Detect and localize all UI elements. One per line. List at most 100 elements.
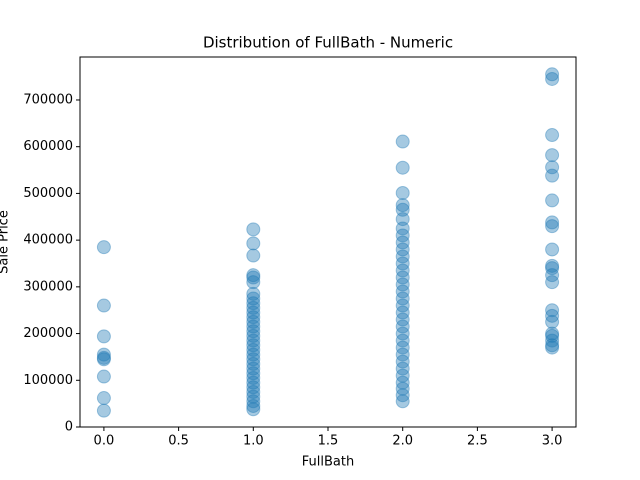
- point: [395, 202, 410, 217]
- point: [545, 303, 560, 318]
- point: [246, 291, 261, 306]
- plot-frame: [79, 56, 577, 428]
- point: [395, 277, 410, 292]
- point: [545, 308, 560, 323]
- x-tick-label: 2.0: [392, 434, 413, 449]
- point: [246, 300, 261, 315]
- point: [545, 328, 560, 343]
- point: [246, 236, 261, 251]
- point: [246, 275, 261, 290]
- point: [246, 333, 261, 348]
- point: [395, 270, 410, 285]
- point: [395, 185, 410, 200]
- y-tick-label: 700000: [23, 92, 73, 107]
- y-tick-label: 200000: [23, 326, 73, 341]
- point: [246, 366, 261, 381]
- point: [96, 403, 111, 418]
- point: [395, 361, 410, 376]
- point: [395, 381, 410, 396]
- x-tick-label: 0.0: [94, 434, 115, 449]
- x-tick-label: 1.0: [243, 434, 264, 449]
- point: [545, 67, 560, 82]
- y-tick-label: 500000: [23, 186, 73, 201]
- point: [246, 268, 261, 283]
- point: [395, 319, 410, 334]
- point: [395, 242, 410, 257]
- point: [395, 160, 410, 175]
- point: [96, 391, 111, 406]
- point: [246, 375, 261, 390]
- point: [545, 261, 560, 276]
- point: [246, 389, 261, 404]
- point: [246, 402, 261, 417]
- point: [246, 342, 261, 357]
- point: [246, 286, 261, 301]
- point: [395, 347, 410, 362]
- point: [545, 168, 560, 183]
- point: [395, 298, 410, 313]
- y-tick-label: 0: [65, 420, 73, 435]
- point: [246, 356, 261, 371]
- point: [246, 310, 261, 325]
- point: [395, 228, 410, 243]
- y-tick-label: 100000: [23, 373, 73, 388]
- point: [545, 219, 560, 234]
- point: [246, 319, 261, 334]
- y-axis-label: Sale Price: [0, 210, 12, 274]
- point: [246, 352, 261, 367]
- point: [246, 394, 261, 409]
- point: [395, 375, 410, 390]
- y-tick-label: 400000: [23, 233, 73, 248]
- point: [96, 240, 111, 255]
- point: [246, 314, 261, 329]
- point: [545, 193, 560, 208]
- point: [96, 352, 111, 367]
- point: [395, 134, 410, 149]
- point: [395, 235, 410, 250]
- point: [545, 275, 560, 290]
- point: [545, 128, 560, 143]
- point: [395, 394, 410, 409]
- point: [545, 148, 560, 163]
- point: [246, 338, 261, 353]
- point: [545, 160, 560, 175]
- x-tick-label: 0.5: [168, 434, 189, 449]
- point: [545, 268, 560, 283]
- point: [395, 256, 410, 271]
- point: [545, 242, 560, 257]
- point: [395, 221, 410, 236]
- point: [395, 368, 410, 383]
- point: [96, 369, 111, 384]
- point: [246, 370, 261, 385]
- point: [395, 249, 410, 264]
- point: [395, 354, 410, 369]
- point: [246, 270, 261, 285]
- point: [545, 338, 560, 353]
- point: [395, 263, 410, 278]
- point: [545, 71, 560, 86]
- point: [246, 328, 261, 343]
- point: [395, 312, 410, 327]
- y-tick-label: 300000: [23, 279, 73, 294]
- point: [246, 380, 261, 395]
- point: [246, 398, 261, 413]
- point: [395, 333, 410, 348]
- point: [395, 291, 410, 306]
- point: [246, 384, 261, 399]
- point: [246, 324, 261, 339]
- point: [246, 222, 261, 237]
- point: [246, 296, 261, 311]
- point: [395, 212, 410, 227]
- point: [395, 305, 410, 320]
- point: [246, 305, 261, 320]
- point: [96, 329, 111, 344]
- x-axis-label: FullBath: [302, 455, 354, 470]
- x-tick-label: 3.0: [542, 434, 563, 449]
- point: [395, 326, 410, 341]
- x-tick-label: 1.5: [318, 434, 339, 449]
- point: [246, 347, 261, 362]
- point: [395, 198, 410, 213]
- point: [96, 350, 111, 365]
- point: [96, 347, 111, 362]
